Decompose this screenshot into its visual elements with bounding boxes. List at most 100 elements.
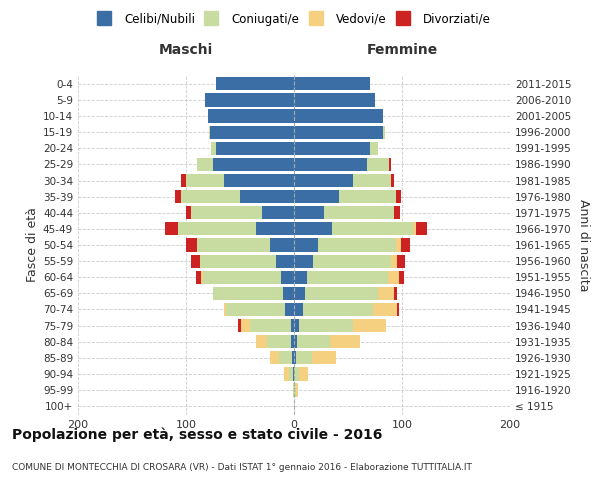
Bar <box>270 351 279 364</box>
Bar <box>370 142 378 155</box>
Bar <box>389 158 391 171</box>
Bar <box>186 206 191 220</box>
Bar <box>216 78 294 90</box>
Bar <box>293 368 294 380</box>
Bar <box>399 270 404 284</box>
Bar <box>211 142 216 155</box>
Bar <box>296 351 313 364</box>
Bar <box>397 303 399 316</box>
Bar <box>294 286 305 300</box>
Bar <box>294 384 296 396</box>
Bar <box>292 351 294 364</box>
Bar <box>286 303 294 316</box>
Bar <box>213 158 294 171</box>
Bar <box>289 368 293 380</box>
Bar <box>197 158 213 171</box>
Bar <box>297 335 329 348</box>
Bar <box>294 206 324 220</box>
Bar <box>296 384 298 396</box>
Bar <box>270 238 294 252</box>
Bar <box>240 190 294 203</box>
Bar <box>367 158 389 171</box>
Y-axis label: Anni di nascita: Anni di nascita <box>577 198 590 291</box>
Bar <box>332 222 413 235</box>
Bar <box>395 238 401 252</box>
Bar <box>294 142 370 155</box>
Bar <box>299 319 353 332</box>
Bar <box>201 270 203 284</box>
Bar <box>224 174 294 187</box>
Bar <box>313 351 336 364</box>
Bar <box>262 206 294 220</box>
Bar <box>238 319 241 332</box>
Bar <box>294 368 299 380</box>
Bar <box>413 222 416 235</box>
Bar <box>293 384 294 396</box>
Bar <box>383 126 385 139</box>
Bar <box>340 190 395 203</box>
Bar <box>210 126 294 139</box>
Bar <box>191 254 200 268</box>
Bar <box>391 174 394 187</box>
Bar <box>313 254 391 268</box>
Bar <box>302 303 373 316</box>
Bar <box>241 319 250 332</box>
Text: Maschi: Maschi <box>159 44 213 58</box>
Bar <box>224 303 226 316</box>
Bar <box>279 351 292 364</box>
Bar <box>226 303 286 316</box>
Bar <box>373 303 397 316</box>
Bar <box>294 126 383 139</box>
Bar <box>305 286 378 300</box>
Y-axis label: Fasce di età: Fasce di età <box>26 208 39 282</box>
Bar <box>294 303 302 316</box>
Bar <box>281 270 294 284</box>
Bar <box>178 222 256 235</box>
Bar <box>256 335 267 348</box>
Bar <box>395 190 401 203</box>
Bar <box>394 206 400 220</box>
Bar <box>200 254 275 268</box>
Bar <box>329 335 360 348</box>
Bar <box>318 238 395 252</box>
Bar <box>294 238 318 252</box>
Bar <box>294 319 299 332</box>
Bar <box>294 222 332 235</box>
Bar <box>256 222 294 235</box>
Bar <box>294 335 297 348</box>
Bar <box>299 368 308 380</box>
Bar <box>324 206 394 220</box>
Bar <box>284 368 289 380</box>
Bar <box>181 174 186 187</box>
Bar <box>388 270 399 284</box>
Bar <box>196 270 201 284</box>
Bar <box>378 286 394 300</box>
Bar <box>307 270 388 284</box>
Bar <box>216 142 294 155</box>
Text: Femmine: Femmine <box>367 44 437 58</box>
Bar <box>205 94 294 106</box>
Text: Popolazione per età, sesso e stato civile - 2016: Popolazione per età, sesso e stato civil… <box>12 428 382 442</box>
Bar <box>275 254 294 268</box>
Bar <box>394 286 397 300</box>
Bar <box>209 126 210 139</box>
Bar <box>397 254 405 268</box>
Bar <box>353 174 391 187</box>
Bar <box>291 335 294 348</box>
Bar <box>186 174 224 187</box>
Bar <box>294 78 370 90</box>
Bar <box>294 94 375 106</box>
Bar <box>294 270 307 284</box>
Bar <box>283 286 294 300</box>
Bar <box>294 110 383 122</box>
Text: COMUNE DI MONTECCHIA DI CROSARA (VR) - Dati ISTAT 1° gennaio 2016 - Elaborazione: COMUNE DI MONTECCHIA DI CROSARA (VR) - D… <box>12 464 472 472</box>
Bar <box>294 351 296 364</box>
Bar <box>213 286 283 300</box>
Bar <box>166 222 178 235</box>
Bar <box>294 254 313 268</box>
Bar <box>267 335 291 348</box>
Bar <box>401 238 410 252</box>
Bar <box>186 238 197 252</box>
Bar <box>197 238 270 252</box>
Bar <box>294 174 353 187</box>
